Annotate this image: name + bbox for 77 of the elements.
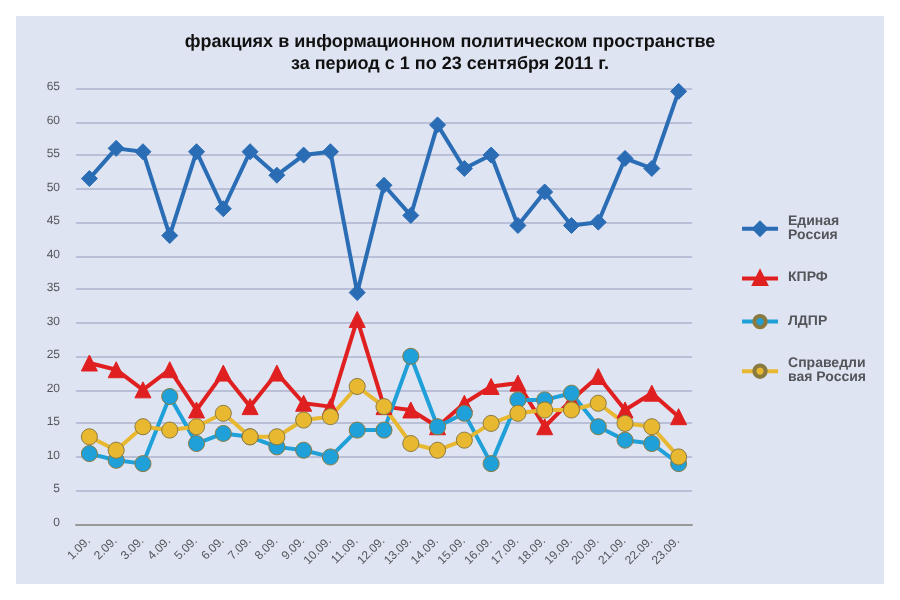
point <box>80 354 98 372</box>
point <box>134 381 152 399</box>
point <box>536 418 554 436</box>
point <box>295 411 313 429</box>
point <box>670 448 688 466</box>
point <box>616 431 634 449</box>
point <box>482 414 500 432</box>
point <box>509 404 527 422</box>
point <box>482 146 500 164</box>
point <box>402 206 420 224</box>
point <box>348 378 366 395</box>
point <box>455 431 473 449</box>
point <box>295 394 313 412</box>
point <box>562 384 580 402</box>
point <box>616 149 634 167</box>
point <box>80 428 98 446</box>
point <box>107 361 125 379</box>
point <box>562 217 580 235</box>
point <box>161 227 179 245</box>
point <box>429 441 447 459</box>
point <box>402 347 420 365</box>
point <box>562 401 580 419</box>
point <box>643 418 661 436</box>
point <box>616 414 634 432</box>
point <box>214 404 232 422</box>
point <box>482 377 500 395</box>
point <box>188 401 206 419</box>
point <box>321 448 339 466</box>
point <box>107 441 125 459</box>
point <box>134 455 152 473</box>
point <box>348 421 366 439</box>
point <box>589 418 607 436</box>
point <box>214 424 232 442</box>
point <box>643 435 661 452</box>
point <box>509 217 527 235</box>
point <box>295 441 313 459</box>
point <box>188 143 206 161</box>
chart-title: фракциях в информационном политическом пространстве за период с 1 по 23 сентября 2011 г. <box>184 31 716 73</box>
point <box>214 364 232 382</box>
point <box>536 401 554 419</box>
point <box>348 310 366 328</box>
point <box>509 374 527 392</box>
point <box>589 213 607 231</box>
point <box>268 364 286 382</box>
point <box>241 398 259 416</box>
point <box>670 82 688 100</box>
point <box>670 408 688 426</box>
point <box>321 143 339 161</box>
point <box>455 159 473 177</box>
point <box>482 455 500 473</box>
point <box>536 183 554 201</box>
point <box>241 143 259 161</box>
point <box>455 404 473 422</box>
point <box>589 367 607 385</box>
point <box>80 445 98 463</box>
point <box>188 418 206 436</box>
point <box>80 170 98 188</box>
point <box>134 143 152 161</box>
point <box>161 361 179 379</box>
point <box>429 116 447 134</box>
point <box>375 421 393 439</box>
point <box>295 146 313 164</box>
point <box>643 159 661 177</box>
point <box>188 435 206 452</box>
point <box>643 384 661 402</box>
point <box>402 435 420 452</box>
point <box>214 200 232 218</box>
point <box>375 176 393 194</box>
point <box>161 421 179 439</box>
point <box>268 166 286 184</box>
point <box>134 418 152 436</box>
point <box>321 408 339 426</box>
point <box>402 401 420 419</box>
point <box>161 388 179 406</box>
point <box>268 428 286 446</box>
point <box>589 394 607 412</box>
point <box>107 139 125 157</box>
